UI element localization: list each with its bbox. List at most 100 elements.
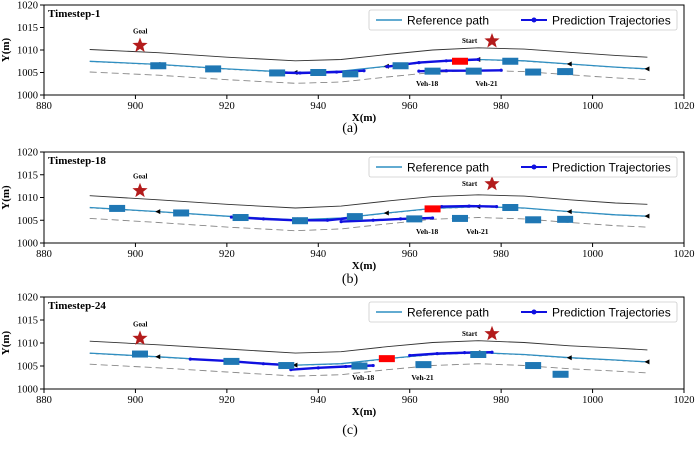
prediction-point (261, 217, 266, 221)
prediction-point (494, 205, 499, 209)
x-tick-label: 980 (493, 395, 509, 406)
x-axis-label: X(m) (352, 112, 377, 124)
y-tick-label: 1010 (17, 46, 38, 57)
y-tick-label: 1000 (17, 385, 38, 396)
x-tick-label: 920 (219, 395, 235, 406)
vehicle-label: Veh-18 (416, 227, 438, 236)
x-tick-label: 1020 (674, 101, 695, 112)
prediction-point (462, 351, 467, 355)
legend-prediction-label: Prediction Trajectories (552, 306, 671, 320)
x-tick-label: 920 (219, 249, 235, 260)
start-label: Start (462, 37, 478, 45)
road-edge-lower (89, 363, 648, 377)
y-tick-label: 1000 (17, 239, 38, 250)
x-tick-label: 980 (493, 101, 509, 112)
vehicle-marker (557, 215, 574, 223)
y-axis-label: Y(m) (0, 330, 12, 355)
vehicle-marker (525, 68, 542, 76)
road-edge-upper (89, 47, 648, 62)
prediction-point (344, 364, 348, 369)
vehicle-marker (205, 65, 222, 73)
panel-caption: (a) (342, 121, 358, 136)
goal-label: Goal (133, 320, 147, 328)
direction-arrow (644, 213, 650, 219)
vehicle-label: Veh-21 (466, 227, 488, 236)
vehicle-marker (525, 362, 542, 370)
vehicle-marker (310, 69, 327, 76)
panel-title: Timestep-1 (48, 8, 100, 20)
start-label: Start (462, 180, 478, 188)
vehicle-marker (465, 67, 482, 75)
prediction-point (371, 363, 375, 368)
prediction-point (417, 69, 421, 73)
prediction-point (385, 65, 389, 69)
vehicle-marker (232, 214, 249, 222)
x-axis-label: X(m) (352, 406, 377, 418)
prediction-point (362, 69, 366, 73)
vehicle-marker (424, 67, 441, 75)
vehicle-marker (173, 209, 190, 217)
y-tick-label: 1015 (17, 316, 38, 327)
chart-panel-3: Goal Start Veh-18 Veh-21 Timestep-24 Referenc… (0, 293, 695, 439)
prediction-point (188, 357, 192, 361)
prediction-point (435, 351, 439, 356)
road-edge-upper (89, 194, 648, 209)
prediction-point (430, 216, 435, 220)
legend-prediction-label: Prediction Trajectories (552, 14, 671, 28)
vehicle-marker (269, 69, 286, 77)
y-axis-label: Y(m) (0, 185, 12, 210)
prediction-point (444, 69, 448, 73)
prediction-point (334, 70, 339, 74)
prediction-point (371, 218, 375, 222)
x-tick-label: 880 (36, 249, 52, 260)
prediction-point (339, 220, 343, 224)
ego-vehicle-marker (424, 205, 441, 213)
y-tick-label: 1005 (17, 68, 38, 79)
vehicle-marker (392, 62, 409, 70)
goal-label: Goal (133, 28, 147, 36)
direction-arrow (566, 209, 572, 215)
start-star-icon (484, 33, 500, 48)
goal-star-icon (132, 330, 148, 345)
vehicle-marker (452, 214, 468, 222)
x-tick-label: 980 (493, 249, 509, 260)
x-tick-label: 900 (128, 395, 144, 406)
x-tick-label: 940 (310, 249, 326, 260)
prediction-point (316, 366, 320, 370)
x-tick-label: 1020 (674, 249, 695, 260)
panel-title: Timestep-18 (48, 155, 106, 167)
x-tick-label: 1000 (582, 395, 603, 406)
road-edge-upper (89, 340, 648, 354)
vehicle-marker (342, 70, 359, 78)
x-tick-label: 1000 (582, 101, 603, 112)
x-tick-label: 1020 (674, 395, 695, 406)
goal-label: Goal (133, 173, 147, 181)
x-tick-label: 960 (402, 101, 418, 112)
x-tick-label: 900 (128, 101, 144, 112)
legend-prediction-marker (531, 17, 537, 23)
vehicle-marker (346, 213, 363, 221)
vehicle-marker (150, 62, 167, 70)
panel-title: Timestep-24 (48, 300, 106, 312)
prediction-point (261, 362, 266, 366)
direction-arrow (155, 209, 161, 215)
prediction-point (499, 68, 503, 72)
vehicle-marker (223, 357, 240, 365)
legend-prediction-label: Prediction Trajectories (552, 161, 671, 175)
y-tick-label: 1020 (17, 1, 38, 12)
vehicle-marker (132, 350, 148, 358)
y-tick-label: 1000 (17, 91, 38, 102)
direction-arrow (566, 355, 572, 361)
vehicle-label: Veh-21 (475, 79, 497, 88)
panel-caption: (b) (342, 272, 359, 287)
legend-prediction-marker (531, 309, 537, 315)
chart-panel-2: Goal Start Veh-18 Veh-21 Timestep-18 Referenc… (0, 148, 695, 288)
prediction-point (229, 215, 234, 219)
vehicle-marker (502, 57, 519, 65)
vehicle-marker (292, 217, 308, 225)
vehicle-marker (109, 204, 126, 212)
prediction-point (298, 71, 302, 75)
vehicle-marker (470, 351, 487, 358)
